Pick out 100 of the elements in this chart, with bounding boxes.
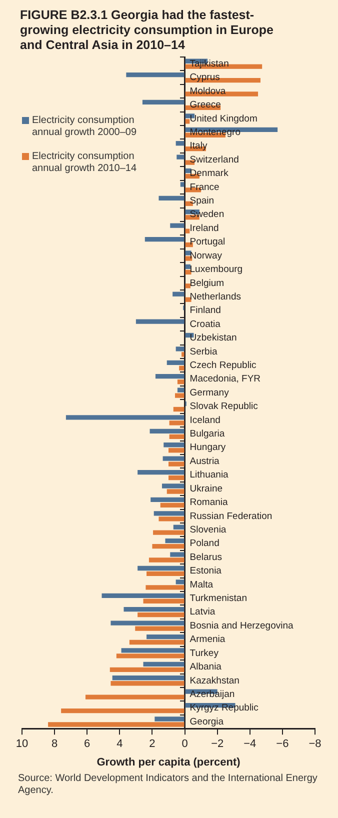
y-tick-label: Portugal (190, 236, 226, 248)
y-tick-label: Ukraine (190, 483, 223, 494)
x-tick-label: −2 (211, 738, 224, 750)
bar (166, 360, 184, 365)
bar (66, 415, 184, 420)
bar (180, 182, 184, 187)
y-tick-label: Slovenia (190, 524, 227, 536)
y-tick-label: Malta (190, 579, 214, 590)
bar (153, 530, 184, 535)
y-tick-label: Czech Republic (190, 360, 257, 372)
bar (143, 598, 184, 604)
bar (166, 489, 184, 494)
y-tick-label: Slovak Republic (190, 401, 258, 412)
bar (158, 196, 184, 201)
x-tick-label: 4 (116, 738, 123, 750)
bar (112, 676, 184, 680)
bar (136, 319, 184, 324)
bar (61, 708, 184, 714)
bar (155, 374, 184, 379)
x-tick-label: 10 (16, 738, 28, 750)
bar (154, 716, 184, 722)
y-tick-label: Switzerland (190, 154, 239, 166)
y-tick-label: Netherlands (190, 291, 242, 302)
bar (146, 634, 184, 640)
chart-title: FIGURE B2.3.1 Georgia had the fastest-growing electricity consumption in Europe and Central Asia in 2010–14 (19, 7, 274, 53)
bar (185, 228, 190, 234)
bar (169, 434, 184, 439)
y-tick-label: Albania (190, 662, 222, 673)
y-tick-label: Armenia (190, 634, 226, 646)
y-tick-label: Latvia (190, 606, 216, 618)
bar (142, 100, 184, 105)
bar (170, 223, 184, 228)
bar (110, 681, 184, 686)
x-tick-label: 8 (51, 738, 58, 750)
bar (158, 516, 184, 522)
source-note: Source: World Development Indicators and the International Energy Agency. (17, 773, 318, 797)
bar (179, 366, 184, 370)
bar (129, 640, 184, 645)
bar (154, 511, 184, 516)
bar (138, 470, 184, 475)
y-tick-label: Turkey (190, 648, 219, 659)
bar (150, 497, 184, 502)
bar (176, 154, 184, 160)
bar (116, 654, 184, 658)
legend-label: Electricity consumption annual growth 2010–14 (32, 151, 138, 175)
bar (126, 72, 184, 78)
y-tick-label: Croatia (190, 318, 222, 330)
bar (148, 558, 184, 562)
bar (146, 571, 184, 576)
y-tick-label: Luxembourg (190, 264, 243, 276)
y-tick-label: France (190, 182, 220, 193)
bar (168, 475, 184, 480)
bar (138, 566, 184, 571)
bar (176, 580, 184, 584)
y-tick-label: Finland (190, 305, 221, 316)
bar (177, 388, 184, 392)
bar (173, 524, 184, 530)
y-tick-label: Kazakhstan (190, 675, 240, 686)
y-tick-label: Poland (190, 538, 220, 550)
bar (164, 442, 184, 448)
bar (162, 456, 184, 461)
y-tick-label: Georgia (190, 716, 224, 728)
bar (150, 428, 184, 434)
y-tick-label: Ireland (190, 222, 219, 234)
x-tick-label: 2 (149, 738, 156, 750)
y-tick-label: Estonia (190, 566, 222, 577)
y-tick-label: Turkmenistan (190, 593, 247, 604)
bar (160, 502, 184, 508)
bar (110, 620, 184, 626)
y-tick-label: Norway (190, 250, 222, 262)
bar (169, 420, 184, 426)
bar (48, 722, 184, 727)
y-tick-label: Cyprus (190, 72, 220, 84)
y-tick-label: Russian Federation (190, 510, 272, 522)
x-axis-title: Growth per capita (percent) (96, 756, 241, 768)
y-tick-label: Macedonia, FYR (190, 374, 261, 385)
bar (146, 585, 184, 590)
y-tick-label: Serbia (190, 346, 218, 358)
x-tick-label: −6 (276, 738, 289, 750)
bar (185, 250, 192, 256)
y-tick-label: Uzbekistan (190, 332, 237, 344)
legend-label: Electricity consumption annual growth 2000–09 (32, 115, 138, 139)
bar (168, 462, 184, 466)
x-tick-label: −8 (308, 738, 322, 750)
y-tick-label: Moldova (190, 86, 226, 97)
bar (121, 648, 184, 653)
bar (170, 552, 184, 557)
y-tick-label: Iceland (190, 414, 220, 426)
bar (168, 448, 184, 453)
x-tick-label: 6 (84, 738, 90, 750)
x-tick-label: −4 (244, 738, 256, 750)
bar (135, 626, 184, 631)
bar (176, 346, 184, 352)
bar (172, 292, 184, 296)
y-tick-label: Montenegro (190, 127, 240, 138)
bar (152, 544, 184, 549)
y-tick-label: Belgium (190, 278, 224, 289)
bar (102, 593, 184, 598)
bar (177, 380, 184, 384)
bar (182, 352, 184, 357)
